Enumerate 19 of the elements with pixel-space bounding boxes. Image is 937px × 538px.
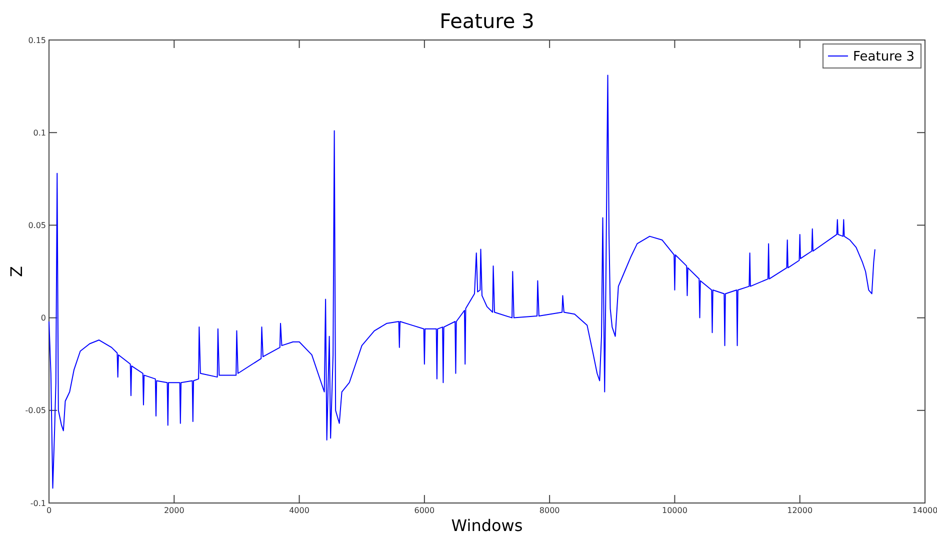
y-tick-label: 0.05 (28, 221, 46, 230)
y-tick-label: -0.05 (25, 406, 46, 416)
y-axis-title: Z (7, 266, 26, 277)
x-tick-label: 6000 (414, 506, 435, 515)
y-tick-label: -0.1 (30, 498, 46, 508)
x-tick-label: 2000 (164, 506, 184, 515)
y-tick-label: 0.1 (33, 128, 46, 138)
y-tick-label: 0.15 (28, 36, 46, 45)
chart-title: Feature 3 (440, 9, 534, 33)
x-tick-label: 0 (46, 506, 52, 515)
x-tick-label: 12000 (787, 506, 813, 515)
line-series (48, 74, 876, 489)
x-tick-label: 10000 (662, 506, 688, 515)
legend-label: Feature 3 (853, 50, 915, 65)
x-axis-title: Windows (451, 516, 523, 535)
y-tick-label: 0 (40, 314, 46, 323)
x-tick-label: 14000 (912, 506, 937, 515)
x-tick-label: 4000 (289, 506, 310, 515)
x-tick-label: 8000 (539, 506, 560, 515)
